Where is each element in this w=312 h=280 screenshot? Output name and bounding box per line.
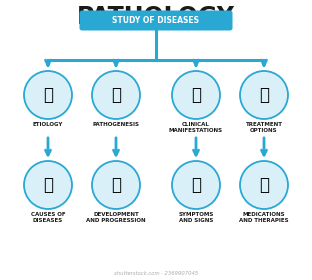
Circle shape <box>240 161 288 209</box>
Circle shape <box>240 71 288 119</box>
Circle shape <box>92 161 140 209</box>
Text: 💉: 💉 <box>111 176 121 194</box>
Text: DEVELOPMENT
AND PROGRESSION: DEVELOPMENT AND PROGRESSION <box>86 212 146 223</box>
Text: SYMPTOMS
AND SIGNS: SYMPTOMS AND SIGNS <box>178 212 214 223</box>
Text: CLINICAL
MANIFESTATIONS: CLINICAL MANIFESTATIONS <box>169 122 223 133</box>
Text: STUDY OF DISEASES: STUDY OF DISEASES <box>113 16 199 25</box>
FancyBboxPatch shape <box>80 11 232 31</box>
Text: 🫘: 🫘 <box>191 86 201 104</box>
Text: ETIOLOGY: ETIOLOGY <box>33 122 63 127</box>
Circle shape <box>24 161 72 209</box>
Text: PATHOLOGY: PATHOLOGY <box>77 5 235 29</box>
Text: 🫁: 🫁 <box>43 176 53 194</box>
Text: 🔬: 🔬 <box>43 86 53 104</box>
Circle shape <box>172 71 220 119</box>
Text: PATHOGENESIS: PATHOGENESIS <box>92 122 139 127</box>
Circle shape <box>172 161 220 209</box>
Text: shutterstock.com · 2369907045: shutterstock.com · 2369907045 <box>114 271 198 276</box>
Text: CAUSES OF
DISEASES: CAUSES OF DISEASES <box>31 212 65 223</box>
Text: MEDICATIONS
AND THERAPIES: MEDICATIONS AND THERAPIES <box>239 212 289 223</box>
Text: 💊: 💊 <box>259 176 269 194</box>
Circle shape <box>24 71 72 119</box>
Text: 🥗: 🥗 <box>259 86 269 104</box>
Text: TREATMENT
OPTIONS: TREATMENT OPTIONS <box>246 122 282 133</box>
Circle shape <box>92 71 140 119</box>
Text: 🚽: 🚽 <box>191 176 201 194</box>
Text: 🌡: 🌡 <box>111 86 121 104</box>
